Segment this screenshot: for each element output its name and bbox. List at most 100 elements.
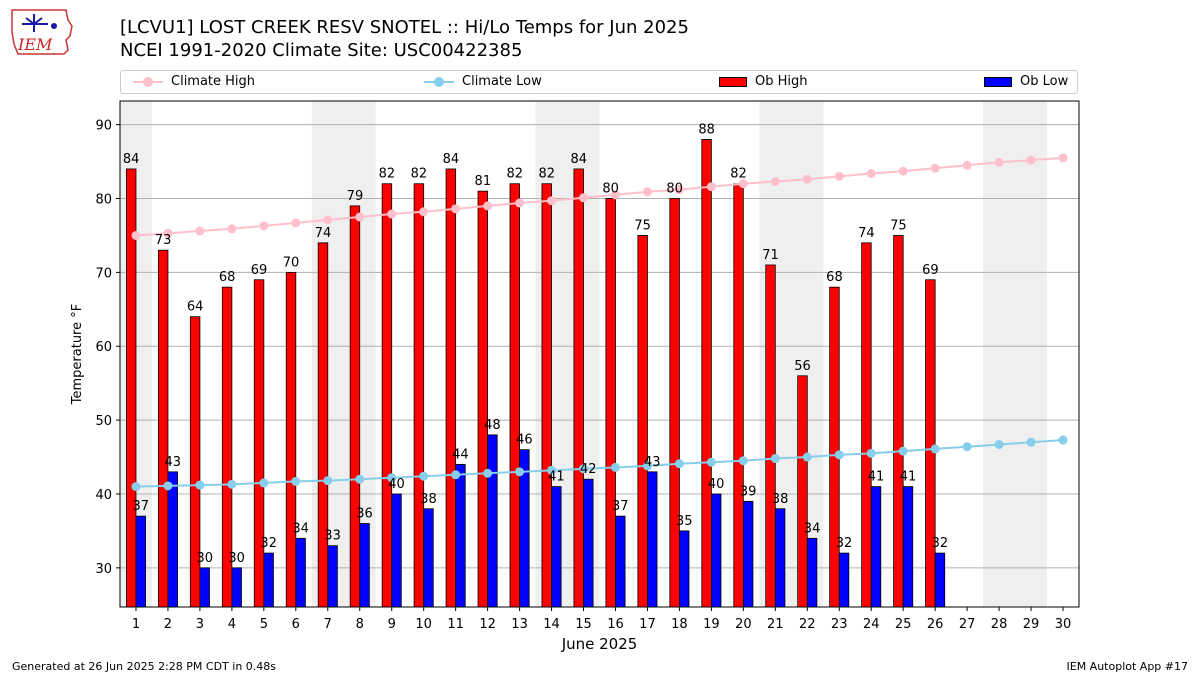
climate-low-point xyxy=(738,456,748,466)
climate-high-point xyxy=(738,179,748,189)
bar-ob-high xyxy=(573,168,584,608)
ob-high-label: 84 xyxy=(570,152,587,167)
x-tick-label: 21 xyxy=(767,617,784,632)
ob-high-label: 82 xyxy=(379,167,396,182)
x-tick-label: 28 xyxy=(991,617,1008,632)
ob-low-label: 38 xyxy=(772,492,789,507)
climate-low-point xyxy=(515,467,525,477)
x-tick-label: 19 xyxy=(703,617,720,632)
ob-low-label: 41 xyxy=(548,470,565,485)
bar-ob-high xyxy=(701,139,712,608)
bar-ob-low xyxy=(391,493,402,608)
climate-low-point xyxy=(706,457,716,467)
bar-ob-low xyxy=(806,537,818,608)
x-tick-label: 1 xyxy=(132,617,140,632)
climate-low-point xyxy=(579,464,589,474)
climate-high-point xyxy=(770,177,780,187)
bar-ob-low xyxy=(774,508,786,608)
logo-text: IEM xyxy=(17,35,53,54)
climate-low-point xyxy=(483,468,493,478)
y-tick-label: 80 xyxy=(95,193,112,208)
bar-ob-low xyxy=(710,493,722,608)
climate-low-point xyxy=(994,439,1004,449)
bar-ob-high xyxy=(413,183,425,608)
ob-high-label: 73 xyxy=(155,233,172,248)
x-tick-label: 15 xyxy=(575,617,592,632)
bar-ob-low xyxy=(838,552,850,608)
y-tick-label: 40 xyxy=(95,488,112,503)
bar-ob-high xyxy=(605,198,616,608)
x-tick-label: 20 xyxy=(735,617,752,632)
x-tick-label: 18 xyxy=(671,617,688,632)
legend-ob-low: Ob Low xyxy=(984,74,1068,92)
ob-low-label: 30 xyxy=(196,551,213,566)
bar-ob-low xyxy=(679,530,690,608)
bar-ob-high xyxy=(157,249,169,608)
bar-ob-low xyxy=(551,486,562,608)
ob-low-label: 34 xyxy=(804,521,821,536)
x-tick-label: 6 xyxy=(292,617,300,632)
iem-logo: IEM xyxy=(11,9,73,55)
bar-ob-high xyxy=(445,168,457,608)
y-tick-label: 90 xyxy=(95,119,112,134)
ob-low-label: 35 xyxy=(676,514,693,529)
ob-high-label: 81 xyxy=(475,174,492,189)
climate-high-point xyxy=(866,168,876,178)
y-tick-label: 30 xyxy=(95,562,112,577)
x-tick-label: 4 xyxy=(228,617,236,632)
climate-high-point xyxy=(323,215,333,225)
y-axis-label: Temperature °F xyxy=(70,304,85,405)
iowa-outline-icon xyxy=(11,9,73,55)
x-tick-label: 8 xyxy=(356,617,364,632)
bar-ob-high xyxy=(509,183,520,608)
climate-low-point xyxy=(674,459,684,469)
x-tick-label: 11 xyxy=(447,617,464,632)
climate-high-point xyxy=(163,228,173,238)
ob-low-label: 41 xyxy=(868,470,885,485)
bar-ob-low xyxy=(934,552,946,608)
x-tick-label: 14 xyxy=(543,617,560,632)
bar-ob-high xyxy=(733,183,744,608)
bar-ob-high xyxy=(861,242,872,608)
ob-low-label: 42 xyxy=(580,462,597,477)
bar-ob-high xyxy=(829,286,840,608)
ob-high-label: 84 xyxy=(123,152,140,167)
climate-low-point xyxy=(259,478,269,488)
climate-high-point xyxy=(706,182,716,192)
bar-ob-low xyxy=(231,567,242,608)
ob-high-label: 68 xyxy=(826,270,843,285)
x-tick-label: 3 xyxy=(196,617,204,632)
bar-ob-low xyxy=(359,523,370,608)
ob-high-label: 56 xyxy=(794,359,811,374)
climate-high-point xyxy=(515,198,525,208)
weather-station-icon xyxy=(22,14,48,32)
app-note: IEM Autoplot App #17 xyxy=(1066,660,1189,673)
bar-ob-high xyxy=(381,183,393,608)
climate-high-point xyxy=(355,212,365,222)
climate-low-line xyxy=(135,439,1064,488)
climate-high-point xyxy=(195,226,205,236)
ob-high-label: 68 xyxy=(219,270,236,285)
x-tick-label: 29 xyxy=(1023,617,1040,632)
x-tick-label: 17 xyxy=(639,617,656,632)
ob-high-label: 82 xyxy=(730,167,747,182)
bar-ob-low xyxy=(902,486,914,608)
bar-ob-high xyxy=(669,198,680,608)
ob-low-label: 37 xyxy=(612,499,629,514)
climate-high-point xyxy=(579,193,589,203)
ob-high-label: 64 xyxy=(187,300,204,315)
climate-high-line xyxy=(135,156,1064,237)
bar-ob-low xyxy=(742,500,754,608)
ob-low-label: 39 xyxy=(740,484,757,499)
ob-high-label: 71 xyxy=(762,248,779,263)
bar-ob-high xyxy=(925,279,936,608)
x-axis-label: June 2025 xyxy=(561,635,638,653)
bar-ob-low xyxy=(647,471,658,608)
ob-high-label: 70 xyxy=(283,255,300,270)
climate-high-point xyxy=(994,157,1004,167)
climate-high-point xyxy=(387,209,397,219)
climate-low-point xyxy=(419,471,429,481)
ob-low-label: 43 xyxy=(644,455,661,470)
bar-ob-low xyxy=(583,478,594,608)
climate-low-point xyxy=(770,454,780,464)
